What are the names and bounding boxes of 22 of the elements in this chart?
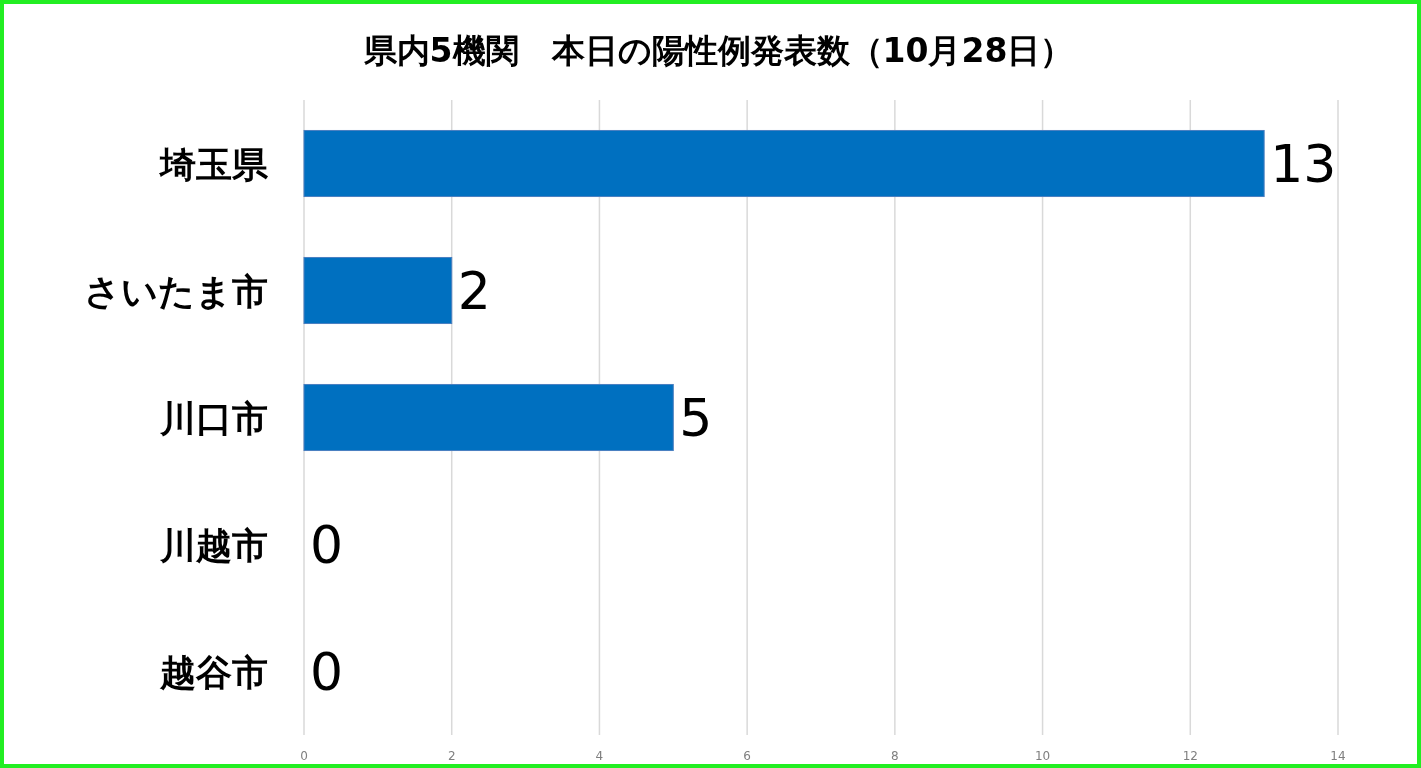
y-tick-label: さいたま市 xyxy=(84,270,268,312)
data-label: 5 xyxy=(679,387,713,448)
x-tick-label: 10 xyxy=(1034,749,1051,763)
y-tick-label: 川口市 xyxy=(159,397,268,439)
bar xyxy=(303,383,674,452)
bar xyxy=(303,256,453,325)
data-label: 0 xyxy=(310,641,344,702)
data-label: 13 xyxy=(1270,133,1337,194)
bar xyxy=(303,129,1265,198)
chart-title: 県内5機関 本日の陽性例発表数（10月28日） xyxy=(362,31,1074,70)
x-tick-label: 0 xyxy=(300,749,308,763)
x-tick-label: 8 xyxy=(891,749,899,763)
x-tick-label: 6 xyxy=(743,749,751,763)
y-tick-label: 越谷市 xyxy=(159,651,268,693)
x-tick-label: 12 xyxy=(1182,749,1198,763)
y-tick-label: 埼玉県 xyxy=(158,143,269,185)
data-label: 2 xyxy=(457,260,491,321)
x-tick-label: 14 xyxy=(1330,749,1346,763)
data-label: 0 xyxy=(310,514,344,575)
x-tick-label: 4 xyxy=(595,749,604,763)
x-tick-label: 2 xyxy=(447,749,456,763)
y-tick-label: 川越市 xyxy=(159,524,268,566)
